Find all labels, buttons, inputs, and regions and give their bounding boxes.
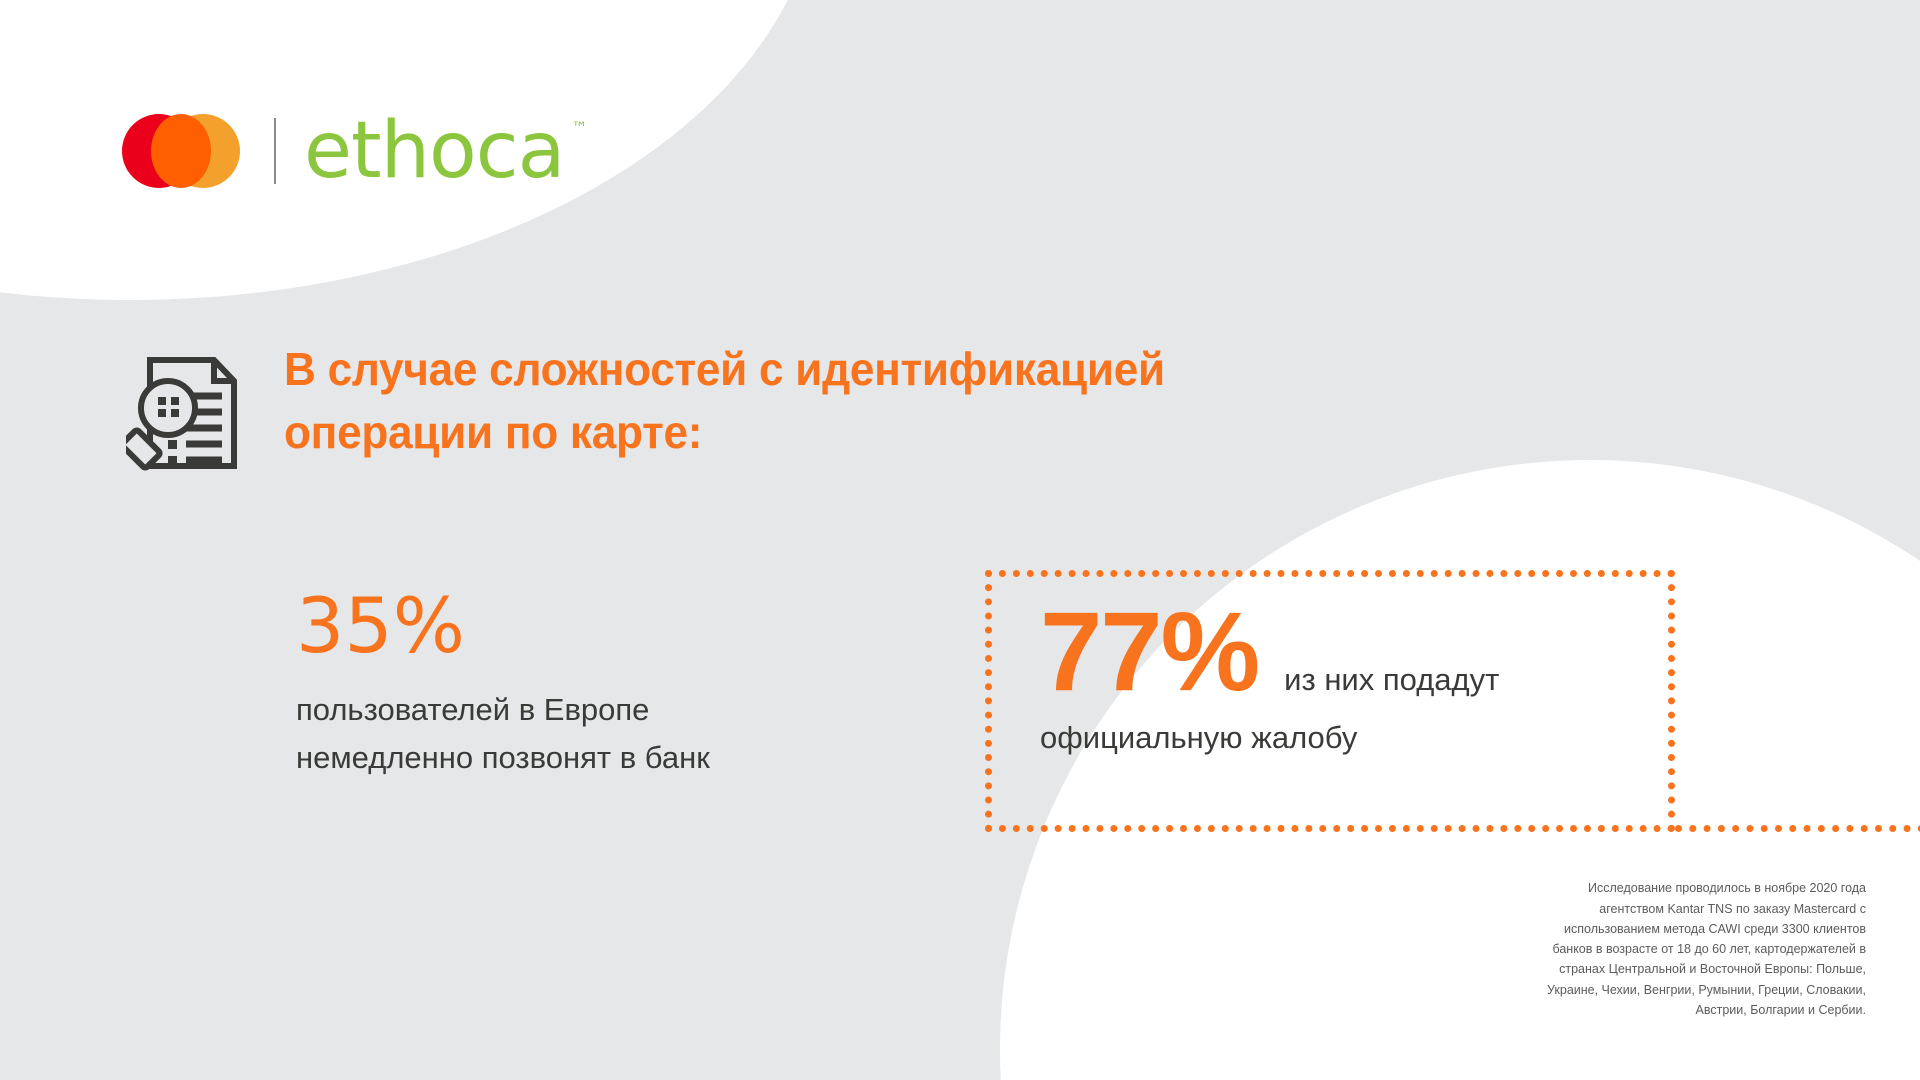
stat-formal-complaint: 77% из них подадут официальную жалобу xyxy=(1040,596,1740,756)
stat-description-35: пользователей в Европе немедленно позвон… xyxy=(296,686,710,783)
stat-description-35-line2: немедленно позвонят в банк xyxy=(296,740,710,776)
stat-dotted-border-box xyxy=(985,570,1675,832)
footnote-source-note: Исследование проводилось в ноябре 2020 г… xyxy=(1547,881,1866,1017)
stat-value-77: 77% xyxy=(1040,589,1260,714)
brand-logo-lockup: ethoca ™ xyxy=(122,112,587,190)
ethoca-wordmark: ethoca ™ xyxy=(304,112,587,190)
page-title-line2: операции по карте: xyxy=(284,406,703,459)
stat-description-77-line1: из них подадут xyxy=(1284,662,1500,697)
stat-value-35: 35% xyxy=(296,581,465,670)
document-magnifier-icon xyxy=(126,357,237,471)
stat-value-row-77: 77% из них подадут xyxy=(1040,596,1740,708)
stat-description-35-line1: пользователей в Европе xyxy=(296,692,650,727)
trademark-icon: ™ xyxy=(571,118,587,137)
logo-divider xyxy=(274,118,276,184)
page-title: В случае сложностей с идентификацией опе… xyxy=(284,338,1165,465)
stat-europe-call-bank: 35% пользователей в Европе немедленно по… xyxy=(296,588,710,783)
mastercard-overlap-shape xyxy=(151,114,211,188)
stat-dotted-border-tail xyxy=(1675,825,1920,832)
stat-description-77-line2: официальную жалобу xyxy=(1040,720,1358,755)
ethoca-wordmark-text: ethoca xyxy=(304,106,565,196)
heading-block: В случае сложностей с идентификацией опе… xyxy=(126,338,1202,476)
mastercard-logo-icon xyxy=(122,114,240,188)
page-title-line1: В случае сложностей с идентификацией xyxy=(284,343,1165,395)
